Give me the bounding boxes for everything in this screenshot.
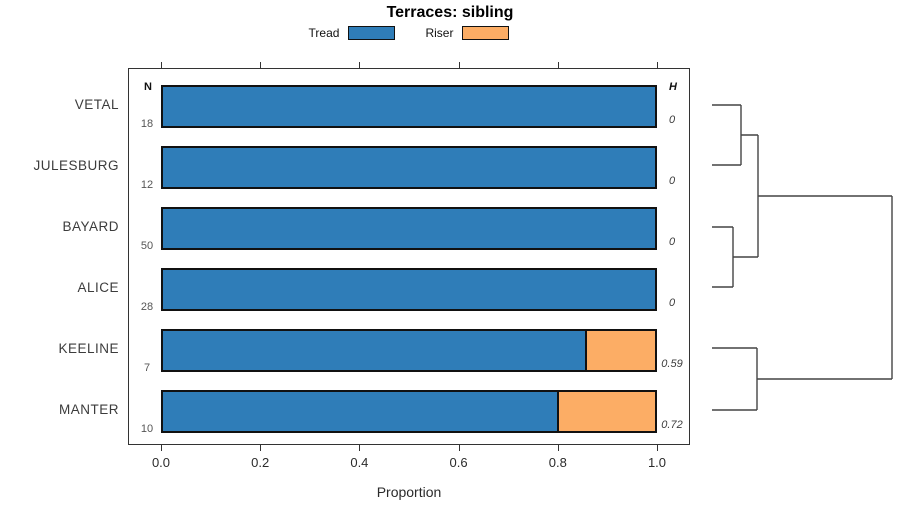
x-tick-top [359, 62, 361, 69]
x-tick-label: 0.6 [449, 455, 468, 470]
x-tick-bottom [161, 444, 162, 451]
riser-segment [584, 331, 655, 370]
legend-label-tread: Tread [308, 26, 340, 40]
stacked-bar [161, 85, 657, 128]
x-tick-bottom [458, 444, 460, 451]
bar-row-keeline: 7 0.59 [129, 329, 691, 374]
x-tick-top [657, 62, 658, 69]
x-tick-top [161, 62, 162, 69]
bar-row-julesburg: 12 0 [129, 146, 691, 191]
h-value: 0 [668, 114, 676, 126]
x-tick-label: 0.0 [151, 455, 171, 470]
n-column-header: N [144, 81, 152, 93]
category-label-bayard: BAYARD [62, 219, 119, 234]
legend-item-tread: Tread [309, 26, 396, 40]
category-label-julesburg: JULESBURG [33, 158, 119, 173]
category-label-alice: ALICE [77, 280, 119, 295]
h-column-header: H [669, 81, 677, 93]
x-tick-label: 0.4 [350, 455, 369, 470]
legend: Tread Riser [128, 24, 690, 42]
n-value: 7 [143, 362, 151, 374]
x-tick-bottom [359, 444, 361, 451]
x-tick-label: 0.2 [251, 455, 270, 470]
dendrogram [712, 104, 893, 411]
x-axis-label: Proportion [376, 484, 442, 500]
x-tick-top [260, 62, 262, 69]
x-tick-top [557, 62, 559, 69]
tread-segment [163, 331, 585, 370]
stacked-bar [161, 390, 657, 433]
tread-segment [163, 87, 655, 126]
legend-item-riser: Riser [425, 26, 510, 40]
category-label-keeline: KEELINE [58, 341, 119, 356]
x-tick-top [458, 62, 460, 69]
category-label-vetal: VETAL [74, 97, 119, 112]
n-value: 28 [140, 301, 154, 313]
n-value: 12 [140, 179, 154, 191]
h-value: 0 [668, 236, 676, 248]
n-value: 18 [140, 118, 154, 130]
riser-segment [556, 392, 655, 431]
bar-row-manter: 10 0.72 [129, 390, 691, 435]
chart-title: Terraces: sibling [386, 4, 514, 21]
x-tick-bottom [557, 444, 559, 451]
bar-row-vetal: 18 0 [129, 85, 691, 130]
bar-row-alice: 28 0 [129, 268, 691, 313]
plot-area: N H 18 0 12 0 50 0 28 [128, 62, 691, 470]
legend-label-riser: Riser [425, 26, 454, 40]
stacked-bar [161, 146, 657, 189]
legend-swatch-tread [348, 26, 396, 40]
stacked-bar [161, 207, 657, 250]
category-label-manter: MANTER [59, 402, 119, 417]
x-tick-bottom [657, 444, 658, 451]
n-value: 10 [140, 423, 154, 435]
tread-segment [163, 209, 655, 248]
tread-segment [163, 148, 655, 187]
bar-row-bayard: 50 0 [129, 207, 691, 252]
n-value: 50 [140, 240, 154, 252]
tread-segment [163, 392, 557, 431]
tread-segment [163, 270, 655, 309]
x-tick-label: 1.0 [647, 455, 667, 470]
x-tick-bottom [260, 444, 262, 451]
h-value: 0.59 [661, 358, 683, 370]
h-value: 0 [668, 297, 676, 309]
stacked-bar [161, 268, 657, 311]
h-value: 0.72 [661, 419, 683, 431]
legend-swatch-riser [462, 26, 510, 40]
h-value: 0 [668, 175, 676, 187]
stacked-bar [161, 329, 657, 372]
x-tick-label: 0.8 [548, 455, 567, 470]
x-axis: 0.0 0.2 0.4 0.6 0.8 1.0 [152, 62, 666, 470]
